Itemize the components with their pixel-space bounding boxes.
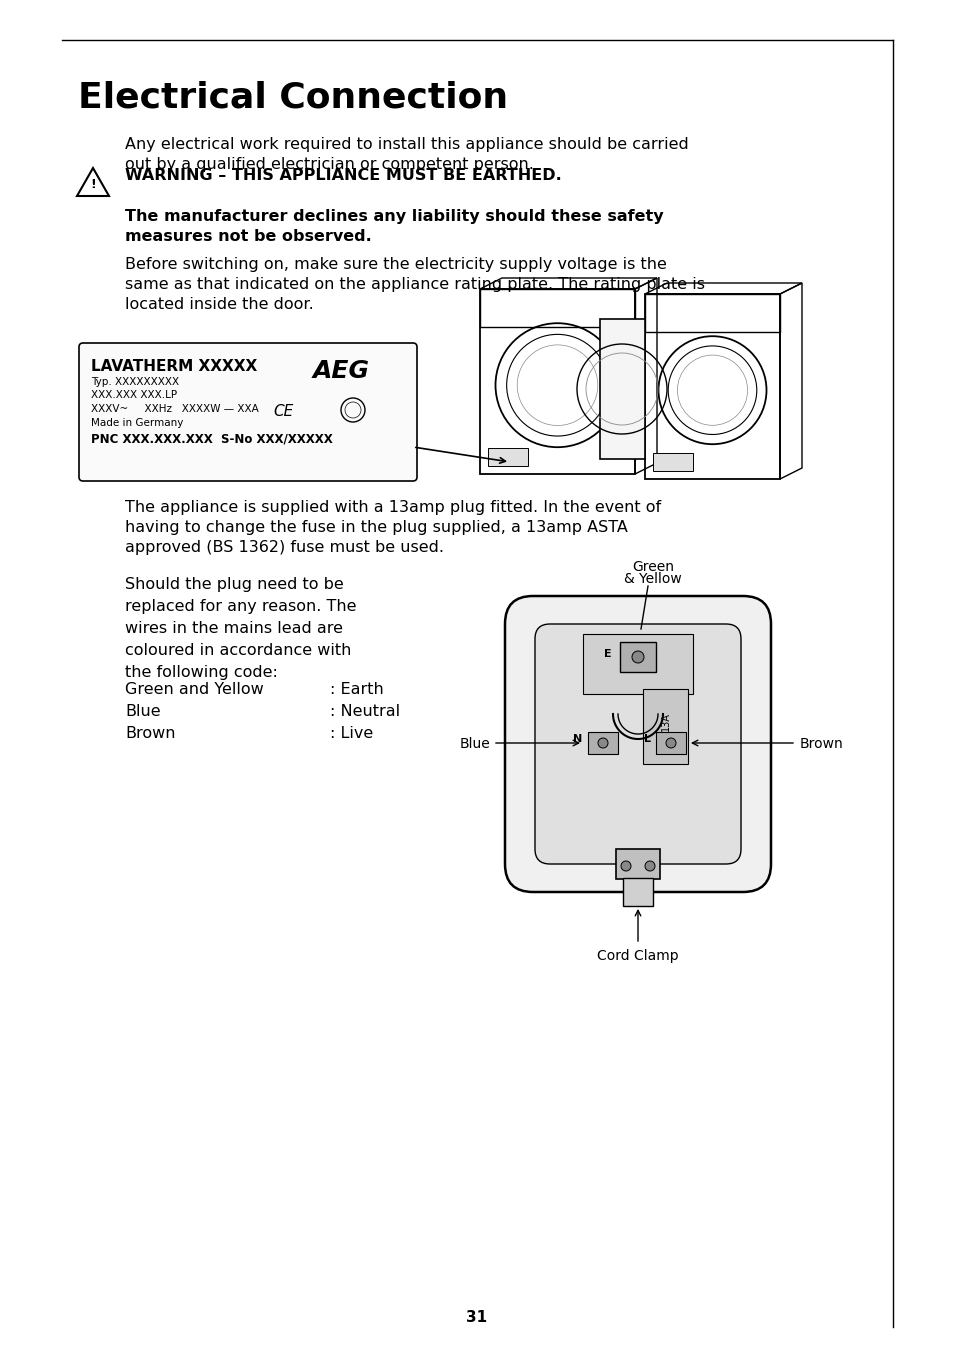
Text: Green: Green (631, 560, 673, 575)
Text: Any electrical work required to install this appliance should be carried: Any electrical work required to install … (125, 137, 688, 151)
Bar (587, 731, 618, 754)
Text: AEG: AEG (313, 360, 370, 383)
Bar (479, 289, 635, 327)
Text: same as that indicated on the appliance rating plate. The rating plate is: same as that indicated on the appliance … (125, 277, 704, 292)
Text: Should the plug need to be: Should the plug need to be (125, 577, 343, 592)
Text: !: ! (90, 177, 95, 191)
FancyBboxPatch shape (504, 596, 770, 892)
FancyBboxPatch shape (79, 343, 416, 481)
Text: Blue: Blue (125, 704, 160, 719)
Bar (582, 634, 692, 694)
Bar (622, 877, 652, 906)
Text: out by a qualified electrician or competent person.: out by a qualified electrician or compet… (125, 157, 534, 172)
Text: Brown: Brown (800, 737, 842, 750)
Text: 13A: 13A (660, 713, 670, 731)
Bar (479, 289, 635, 475)
Text: the following code:: the following code: (125, 665, 277, 680)
Text: L: L (644, 734, 651, 744)
Text: The manufacturer declines any liability should these safety: The manufacturer declines any liability … (125, 210, 663, 224)
Circle shape (644, 861, 655, 871)
Bar (644, 293, 780, 333)
Bar (644, 293, 780, 479)
Circle shape (665, 738, 676, 748)
Bar (599, 319, 644, 458)
Bar (488, 448, 527, 466)
Text: : Live: : Live (330, 726, 373, 741)
Text: The appliance is supplied with a 13amp plug fitted. In the event of: The appliance is supplied with a 13amp p… (125, 500, 660, 515)
Text: Electrical Connection: Electrical Connection (78, 80, 508, 114)
Text: : Earth: : Earth (330, 681, 383, 698)
Bar (619, 642, 656, 672)
Text: E: E (603, 649, 611, 658)
Text: XXX.XXX XXX.LP: XXX.XXX XXX.LP (91, 389, 177, 400)
Text: Brown: Brown (125, 726, 175, 741)
Circle shape (631, 652, 643, 662)
Text: Cord Clamp: Cord Clamp (597, 949, 679, 963)
Text: WARNING – THIS APPLIANCE MUST BE EARTHED.: WARNING – THIS APPLIANCE MUST BE EARTHED… (125, 168, 561, 183)
FancyBboxPatch shape (535, 625, 740, 864)
Text: Typ. XXXXXXXXX: Typ. XXXXXXXXX (91, 377, 179, 387)
Circle shape (620, 861, 630, 871)
Text: 31: 31 (466, 1310, 487, 1325)
Text: wires in the mains lead are: wires in the mains lead are (125, 621, 343, 635)
Circle shape (598, 738, 607, 748)
Text: PNC XXX.XXX.XXX  S-No XXX/XXXXX: PNC XXX.XXX.XXX S-No XXX/XXXXX (91, 433, 333, 445)
Bar (616, 849, 659, 879)
Text: Blue: Blue (459, 737, 490, 750)
Text: approved (BS 1362) fuse must be used.: approved (BS 1362) fuse must be used. (125, 539, 443, 556)
Text: & Yellow: & Yellow (623, 572, 681, 585)
Bar (642, 690, 687, 764)
Text: Green and Yellow: Green and Yellow (125, 681, 263, 698)
Text: coloured in accordance with: coloured in accordance with (125, 644, 351, 658)
Bar (656, 731, 685, 754)
Text: having to change the fuse in the plug supplied, a 13amp ASTA: having to change the fuse in the plug su… (125, 521, 627, 535)
Text: XXXV~     XXHz   XXXXW — XXA: XXXV~ XXHz XXXXW — XXA (91, 404, 258, 414)
Text: Made in Germany: Made in Germany (91, 418, 183, 429)
Bar (652, 453, 692, 470)
Text: measures not be observed.: measures not be observed. (125, 228, 372, 243)
Text: N: N (573, 734, 582, 744)
Text: : Neutral: : Neutral (330, 704, 399, 719)
Text: CE: CE (273, 404, 293, 419)
Text: replaced for any reason. The: replaced for any reason. The (125, 599, 356, 614)
Text: located inside the door.: located inside the door. (125, 297, 314, 312)
Text: LAVATHERM XXXXX: LAVATHERM XXXXX (91, 360, 257, 375)
Text: Before switching on, make sure the electricity supply voltage is the: Before switching on, make sure the elect… (125, 257, 666, 272)
